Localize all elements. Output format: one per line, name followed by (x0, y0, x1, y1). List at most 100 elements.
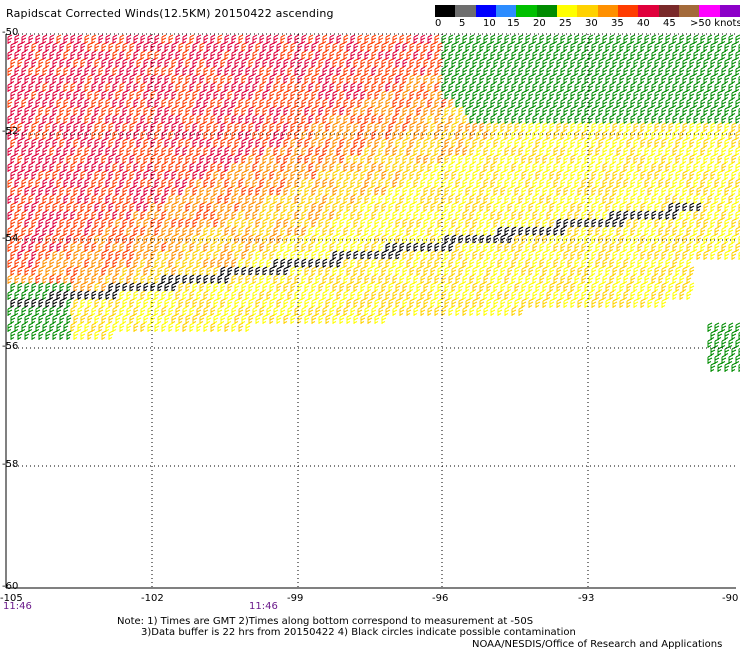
wind-barb (150, 202, 156, 212)
wind-barb (87, 282, 93, 292)
wind-barb (122, 266, 128, 276)
wind-barb (350, 194, 356, 204)
wind-barb (178, 90, 184, 100)
wind-barb (161, 274, 167, 284)
wind-barb (605, 42, 611, 52)
wind-barb (553, 258, 559, 268)
wind-barb (164, 170, 170, 180)
wind-barb (469, 50, 475, 60)
wind-barb (633, 90, 639, 100)
wind-barb (623, 210, 629, 220)
wind-barb (238, 226, 244, 236)
wind-barb (686, 130, 692, 140)
wind-barb (546, 146, 552, 156)
wind-barb (735, 242, 740, 252)
wind-barb (584, 122, 590, 132)
wind-barb (7, 82, 13, 92)
wind-barb (262, 58, 268, 68)
wind-barb (280, 290, 286, 300)
wind-barb (192, 58, 198, 68)
wind-barb (231, 178, 237, 188)
wind-barb (700, 194, 706, 204)
wind-barb (455, 242, 461, 252)
wind-barb (399, 98, 405, 108)
wind-barb (556, 42, 562, 52)
wind-barb (609, 66, 615, 76)
time-label: 11:46 (249, 601, 278, 612)
note-line-1: Note: 1) Times are GMT 2)Times along bot… (117, 616, 534, 627)
wind-barb (371, 210, 377, 220)
wind-barb (178, 58, 184, 68)
wind-barb (287, 290, 293, 300)
wind-barb (154, 242, 160, 252)
wind-barb (150, 138, 156, 148)
wind-barb (360, 42, 366, 52)
wind-barb (311, 154, 317, 164)
wind-barb (126, 274, 132, 284)
wind-barb (560, 210, 566, 220)
wind-barb (350, 130, 356, 140)
wind-barb (479, 90, 485, 100)
wind-barb (721, 98, 727, 108)
wind-barb (213, 74, 219, 84)
wind-barb (269, 250, 275, 260)
wind-barb (234, 90, 240, 100)
wind-barb (553, 226, 559, 236)
wind-barb (255, 58, 261, 68)
wind-barb (696, 74, 702, 84)
wind-barb (136, 282, 142, 292)
wind-barb (56, 242, 62, 252)
wind-barb (262, 90, 268, 100)
wind-barb (136, 298, 142, 308)
wind-barb (255, 42, 261, 52)
wind-barb (304, 202, 310, 212)
wind-barb (728, 34, 734, 44)
wind-barb (462, 130, 468, 140)
wind-barb (360, 58, 366, 68)
wind-barb (476, 98, 482, 108)
wind-barb (451, 154, 457, 164)
wind-barb (339, 122, 345, 132)
wind-barb (49, 242, 55, 252)
wind-barb (409, 202, 415, 212)
wind-barb (493, 74, 499, 84)
wind-barb (388, 74, 394, 84)
wind-barb (77, 210, 83, 220)
wind-barb (189, 226, 195, 236)
wind-barb (322, 98, 328, 108)
wind-barb (535, 218, 541, 228)
wind-barb (248, 138, 254, 148)
wind-barb (633, 202, 639, 212)
wind-barb (514, 282, 520, 292)
wind-barb (542, 282, 548, 292)
legend-swatch (435, 5, 456, 17)
wind-barb (395, 122, 401, 132)
wind-barb (199, 202, 205, 212)
wind-barb (392, 82, 398, 92)
wind-barb (549, 122, 555, 132)
wind-barb (626, 298, 632, 308)
wind-barb (84, 258, 90, 268)
legend-tick-label: 30 (585, 18, 598, 29)
wind-barb (553, 210, 559, 220)
wind-barb (598, 138, 604, 148)
wind-barb (21, 322, 27, 332)
wind-barb (535, 138, 541, 148)
wind-barb (332, 138, 338, 148)
wind-barb (217, 194, 223, 204)
wind-barb (315, 242, 321, 252)
wind-barb (154, 274, 160, 284)
wind-barb (609, 34, 615, 44)
wind-barb (21, 114, 27, 124)
wind-barb (133, 130, 139, 140)
wind-barb (602, 82, 608, 92)
wind-barb (497, 178, 503, 188)
wind-barb (346, 266, 352, 276)
wind-barb (399, 210, 405, 220)
lat-label: -56 (2, 341, 19, 352)
wind-barb (521, 250, 527, 260)
wind-barb (339, 218, 345, 228)
wind-barb (374, 58, 380, 68)
wind-barb (388, 234, 394, 244)
wind-barb (532, 82, 538, 92)
